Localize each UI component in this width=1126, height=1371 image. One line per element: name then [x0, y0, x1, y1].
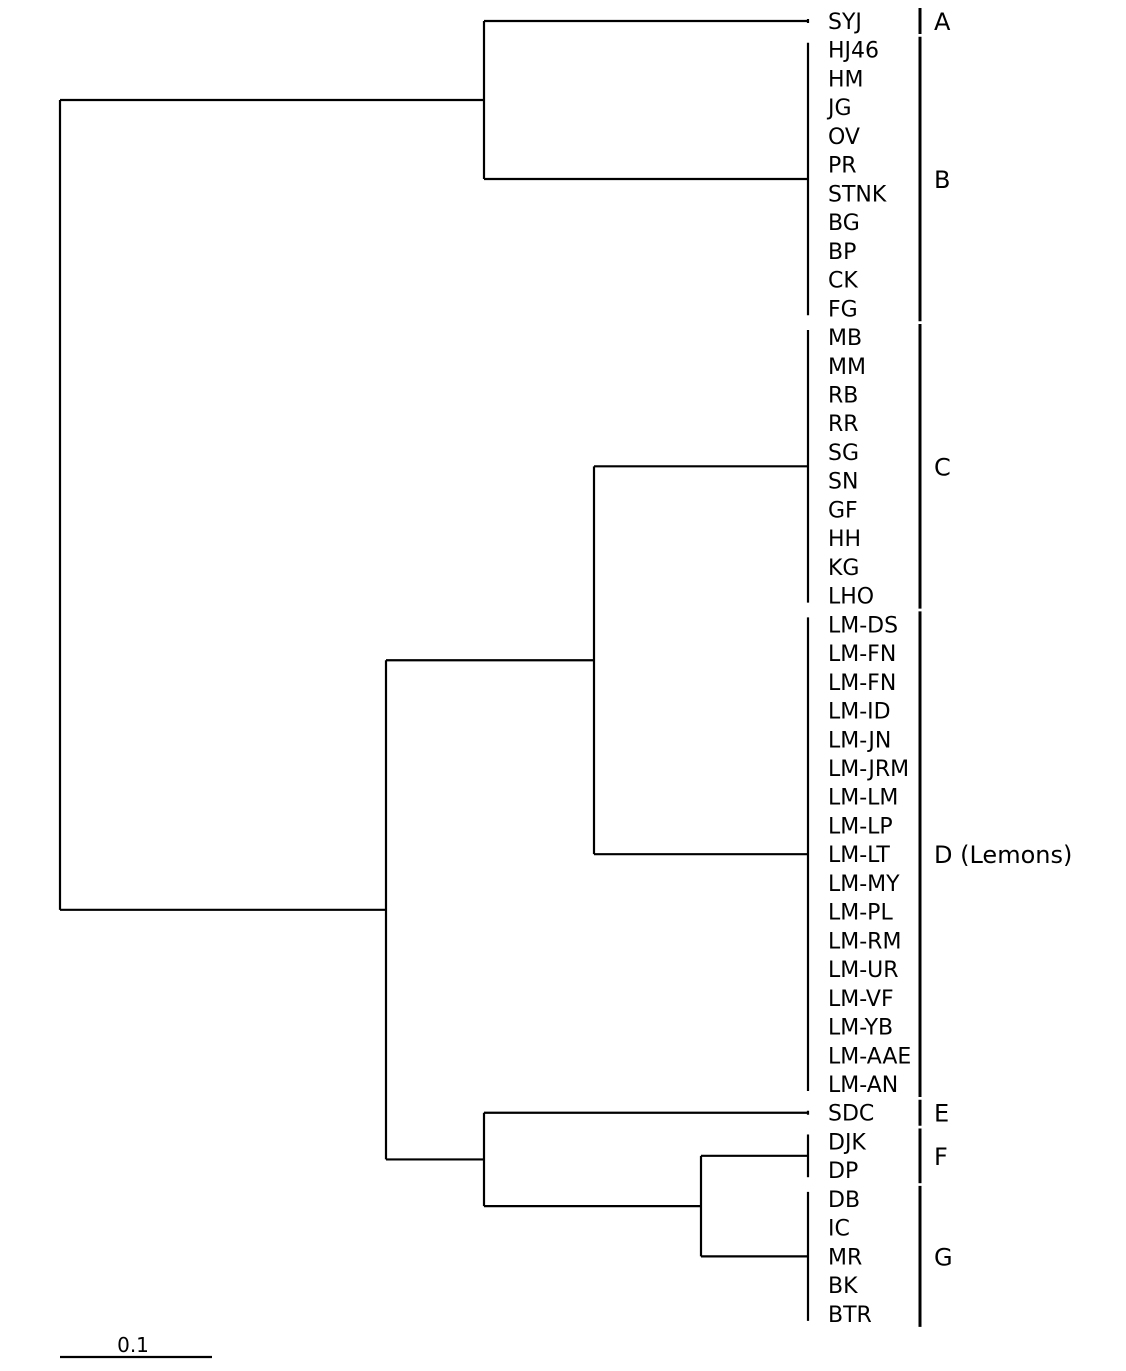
leaf-label: BK: [828, 1274, 858, 1299]
leaf-label: RR: [828, 412, 859, 437]
leaf-label: LM-RM: [828, 929, 901, 954]
group-label: A: [934, 8, 951, 36]
leaf-label: SG: [828, 441, 859, 466]
scale-bar-label: 0.1: [117, 1333, 149, 1357]
leaf-label: LM-YB: [828, 1016, 893, 1041]
leaf-label: LM-UR: [828, 958, 899, 983]
leaf-label: HH: [828, 527, 861, 552]
leaf-label: IC: [828, 1217, 850, 1242]
leaf-label: HJ46: [828, 39, 879, 64]
leaf-label: BTR: [828, 1303, 872, 1328]
leaf-label: LM-LP: [828, 814, 893, 839]
leaf-label: LM-MY: [828, 872, 900, 897]
dendrogram-branches: [58, 19, 810, 1321]
leaf-label: LM-LT: [828, 843, 890, 868]
leaf-label: LM-ID: [828, 700, 891, 725]
group-label: F: [934, 1143, 948, 1171]
leaf-label: CK: [828, 269, 858, 294]
leaf-label: SYJ: [828, 10, 862, 35]
leaf-label: LM-AN: [828, 1073, 898, 1098]
leaf-label: STNK: [828, 182, 887, 207]
leaf-label: MB: [828, 326, 862, 351]
leaf-label: KG: [828, 556, 859, 581]
leaf-label: JG: [826, 96, 852, 121]
leaf-label: LM-LM: [828, 786, 898, 811]
leaf-label: LM-DS: [828, 613, 898, 638]
group-label: B: [934, 166, 950, 194]
leaf-label: RB: [828, 383, 858, 408]
leaf-label: LM-FN: [828, 642, 896, 667]
leaf-label: OV: [828, 125, 860, 150]
leaf-label: LM-JN: [828, 728, 891, 753]
group-label: C: [934, 453, 951, 481]
group-label: G: [934, 1243, 953, 1271]
leaf-label: LHO: [828, 585, 874, 610]
leaf-label: LM-PL: [828, 901, 893, 926]
leaf-label: BP: [828, 240, 856, 265]
leaf-label: HM: [828, 67, 864, 92]
leaf-label: MR: [828, 1245, 862, 1270]
leaf-label: BG: [828, 211, 860, 236]
leaf-label: PR: [828, 154, 857, 179]
group-label: D (Lemons): [934, 841, 1072, 869]
leaf-label: LM-VF: [828, 987, 894, 1012]
group-label: E: [934, 1100, 949, 1128]
leaf-label: DB: [828, 1188, 860, 1213]
leaf-label: LM-JRM: [828, 757, 909, 782]
leaf-label: FG: [828, 297, 858, 322]
leaf-label: SN: [828, 470, 858, 495]
leaf-label: GF: [828, 498, 858, 523]
leaf-label: SDC: [828, 1102, 874, 1127]
leaf-labels: SYJ HJ46 HM JG OV PR STNK BG BP CK FG MB MM RB RR SG SN G…: [826, 10, 911, 1328]
leaf-label: LM-FN: [828, 671, 896, 696]
leaf-label: MM: [828, 355, 866, 380]
group-bars: A B C D (Lemons) EF G: [918, 8, 1072, 1327]
scale-bar: 0.1: [60, 1333, 212, 1359]
leaf-label: DP: [828, 1159, 858, 1184]
leaf-label: LM-AAE: [828, 1044, 911, 1069]
leaf-label: DJK: [828, 1130, 866, 1155]
